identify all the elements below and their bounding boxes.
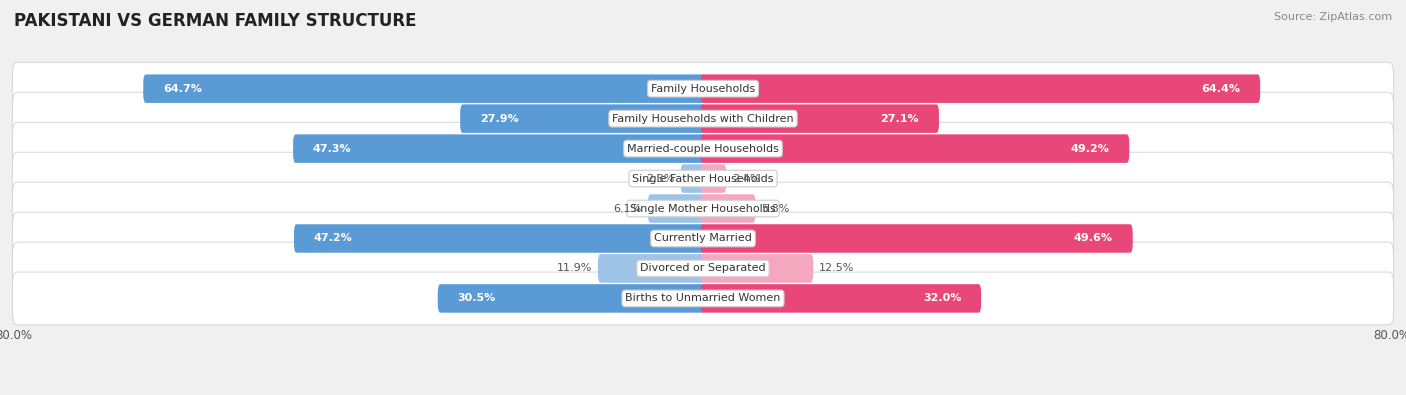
FancyBboxPatch shape [13, 272, 1393, 325]
Text: 32.0%: 32.0% [922, 293, 962, 303]
Text: 11.9%: 11.9% [557, 263, 592, 273]
FancyBboxPatch shape [681, 164, 706, 193]
FancyBboxPatch shape [700, 254, 813, 283]
Text: Family Households with Children: Family Households with Children [612, 114, 794, 124]
Text: 49.6%: 49.6% [1074, 233, 1114, 243]
Text: 47.3%: 47.3% [314, 144, 352, 154]
Text: 47.2%: 47.2% [314, 233, 353, 243]
Text: Single Mother Households: Single Mother Households [630, 203, 776, 214]
FancyBboxPatch shape [700, 284, 981, 313]
FancyBboxPatch shape [648, 194, 706, 223]
FancyBboxPatch shape [13, 92, 1393, 145]
FancyBboxPatch shape [143, 74, 706, 103]
FancyBboxPatch shape [13, 182, 1393, 235]
FancyBboxPatch shape [292, 134, 706, 163]
FancyBboxPatch shape [700, 164, 727, 193]
Text: 2.4%: 2.4% [733, 173, 761, 184]
Text: 27.1%: 27.1% [880, 114, 920, 124]
FancyBboxPatch shape [700, 74, 1260, 103]
Text: Divorced or Separated: Divorced or Separated [640, 263, 766, 273]
Text: 64.7%: 64.7% [163, 84, 202, 94]
FancyBboxPatch shape [13, 242, 1393, 295]
Text: Family Households: Family Households [651, 84, 755, 94]
FancyBboxPatch shape [700, 224, 1133, 253]
Text: Currently Married: Currently Married [654, 233, 752, 243]
FancyBboxPatch shape [460, 104, 706, 133]
FancyBboxPatch shape [598, 254, 706, 283]
Text: 27.9%: 27.9% [479, 114, 519, 124]
FancyBboxPatch shape [437, 284, 706, 313]
FancyBboxPatch shape [13, 212, 1393, 265]
Text: 64.4%: 64.4% [1201, 84, 1240, 94]
FancyBboxPatch shape [13, 152, 1393, 205]
Text: 2.3%: 2.3% [647, 173, 675, 184]
Text: 49.2%: 49.2% [1070, 144, 1109, 154]
Text: Births to Unmarried Women: Births to Unmarried Women [626, 293, 780, 303]
Text: 6.1%: 6.1% [613, 203, 643, 214]
FancyBboxPatch shape [700, 134, 1129, 163]
FancyBboxPatch shape [13, 122, 1393, 175]
Text: Married-couple Households: Married-couple Households [627, 144, 779, 154]
Text: PAKISTANI VS GERMAN FAMILY STRUCTURE: PAKISTANI VS GERMAN FAMILY STRUCTURE [14, 12, 416, 30]
FancyBboxPatch shape [700, 104, 939, 133]
Text: Single Father Households: Single Father Households [633, 173, 773, 184]
FancyBboxPatch shape [13, 62, 1393, 115]
Text: 5.8%: 5.8% [762, 203, 790, 214]
FancyBboxPatch shape [294, 224, 706, 253]
Text: 12.5%: 12.5% [820, 263, 855, 273]
Text: 30.5%: 30.5% [457, 293, 496, 303]
FancyBboxPatch shape [700, 194, 755, 223]
Text: Source: ZipAtlas.com: Source: ZipAtlas.com [1274, 12, 1392, 22]
